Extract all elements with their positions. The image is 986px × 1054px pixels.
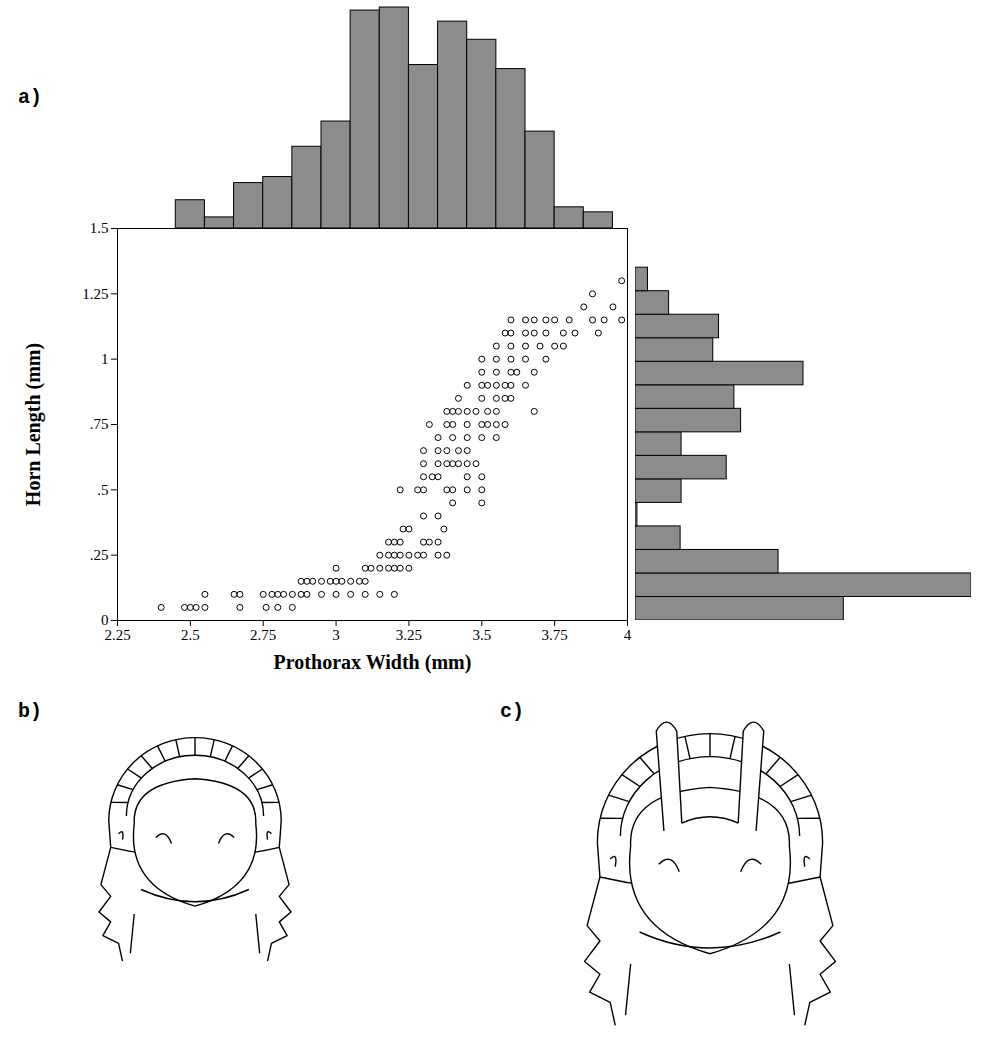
svg-text:3.75: 3.75 (542, 627, 568, 643)
svg-text:.5: .5 (97, 482, 108, 498)
html-text:c): c) (500, 700, 524, 723)
svg-text:Prothorax Width (mm): Prothorax Width (mm) (274, 651, 472, 674)
svg-text:3: 3 (332, 627, 340, 643)
svg-text:4: 4 (624, 627, 632, 643)
html-text:b): b) (18, 700, 42, 723)
svg-text:Horn Length (mm): Horn Length (mm) (22, 343, 45, 506)
svg-text:.75: .75 (90, 416, 109, 432)
svg-text:1: 1 (101, 351, 109, 367)
svg-text:2.25: 2.25 (104, 627, 130, 643)
svg-text:2.5: 2.5 (181, 627, 200, 643)
svg-text:1.25: 1.25 (82, 286, 108, 302)
svg-text:1.5: 1.5 (90, 220, 109, 236)
svg-text:0: 0 (101, 612, 109, 628)
svg-text:.25: .25 (90, 547, 109, 563)
html-text:a): a) (18, 86, 42, 109)
svg-text:2.75: 2.75 (250, 627, 276, 643)
svg-text:3.25: 3.25 (396, 627, 422, 643)
svg-text:3.5: 3.5 (472, 627, 491, 643)
